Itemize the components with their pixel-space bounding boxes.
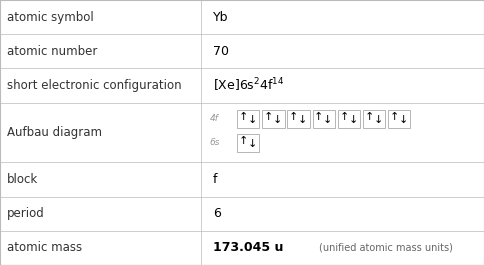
Text: $\mathregular{[Xe]6s^{2}4f^{14}}$: $\mathregular{[Xe]6s^{2}4f^{14}}$ (213, 77, 285, 94)
Text: atomic symbol: atomic symbol (7, 11, 94, 24)
FancyBboxPatch shape (262, 110, 285, 128)
Text: ↑: ↑ (364, 112, 374, 122)
Text: ↓: ↓ (374, 115, 383, 125)
Text: ↓: ↓ (248, 115, 257, 125)
Text: f: f (213, 173, 217, 186)
Text: ↑: ↑ (314, 112, 324, 122)
Text: ↑: ↑ (239, 112, 248, 122)
Text: block: block (7, 173, 39, 186)
Text: ↑: ↑ (264, 112, 273, 122)
Text: 4f: 4f (210, 114, 218, 123)
Text: Aufbau diagram: Aufbau diagram (7, 126, 102, 139)
Text: 70: 70 (213, 45, 229, 58)
Text: ↑: ↑ (390, 112, 399, 122)
FancyBboxPatch shape (363, 110, 385, 128)
Text: 6: 6 (213, 207, 221, 220)
Text: 173.045 u: 173.045 u (213, 241, 283, 254)
Text: ↓: ↓ (248, 139, 257, 149)
Text: ↓: ↓ (323, 115, 333, 125)
Text: ↑: ↑ (339, 112, 349, 122)
Text: ↑: ↑ (289, 112, 299, 122)
FancyBboxPatch shape (338, 110, 360, 128)
FancyBboxPatch shape (237, 134, 259, 152)
Text: atomic number: atomic number (7, 45, 98, 58)
Text: ↓: ↓ (298, 115, 307, 125)
Text: short electronic configuration: short electronic configuration (7, 79, 182, 92)
Text: ↑: ↑ (239, 136, 248, 147)
Text: 6s: 6s (210, 138, 220, 147)
Text: Yb: Yb (213, 11, 228, 24)
FancyBboxPatch shape (388, 110, 410, 128)
Text: atomic mass: atomic mass (7, 241, 82, 254)
Text: period: period (7, 207, 45, 220)
Text: ↓: ↓ (399, 115, 408, 125)
FancyBboxPatch shape (237, 110, 259, 128)
Text: (unified atomic mass units): (unified atomic mass units) (319, 243, 454, 253)
FancyBboxPatch shape (313, 110, 335, 128)
FancyBboxPatch shape (287, 110, 310, 128)
Text: ↓: ↓ (273, 115, 282, 125)
Text: ↓: ↓ (348, 115, 358, 125)
